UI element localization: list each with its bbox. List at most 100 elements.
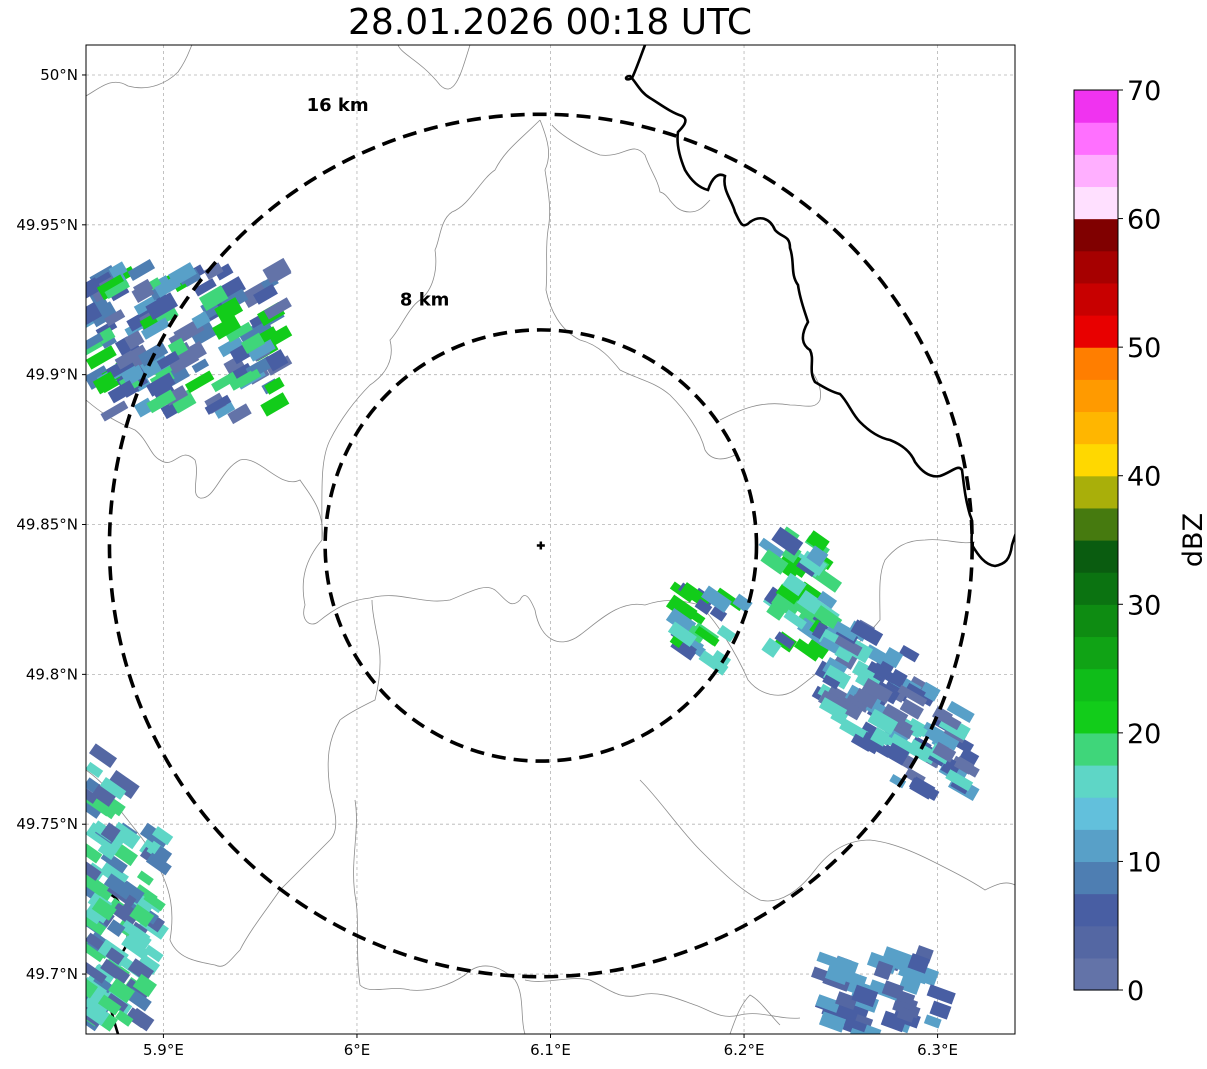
echo-bin bbox=[867, 661, 898, 684]
echo-bin bbox=[870, 727, 890, 747]
echo-bin bbox=[86, 858, 102, 885]
echo-bin bbox=[91, 897, 117, 921]
echo-bin bbox=[86, 872, 106, 896]
echo-bin bbox=[899, 698, 924, 720]
radar-echoes bbox=[86, 257, 980, 1034]
echo-bin bbox=[211, 371, 238, 393]
colorbar-tick-label: 10 bbox=[1127, 847, 1161, 878]
range-ring bbox=[323, 328, 759, 763]
echo-bin bbox=[151, 826, 174, 846]
echo-bin bbox=[168, 326, 194, 347]
colorbar-bin bbox=[1074, 475, 1118, 509]
echo-bin bbox=[146, 372, 176, 397]
echo-bin bbox=[678, 640, 698, 658]
echo-bin bbox=[86, 761, 104, 778]
echo-bin bbox=[99, 777, 127, 800]
echo-cluster-southeast bbox=[811, 619, 980, 802]
echo-bin bbox=[105, 947, 125, 966]
colorbar-bin bbox=[1074, 154, 1118, 188]
echo-bin bbox=[694, 626, 720, 647]
echo-bin bbox=[247, 339, 276, 362]
y-tick-label: 49.85°N bbox=[16, 516, 78, 534]
colorbar-tick-label: 0 bbox=[1127, 976, 1144, 1007]
colorbar-bin bbox=[1074, 893, 1118, 927]
echo-bin bbox=[108, 261, 128, 279]
echo-bin bbox=[143, 944, 164, 963]
echo-bin bbox=[771, 526, 804, 556]
echo-bin bbox=[834, 634, 863, 657]
echo-bin bbox=[143, 892, 166, 912]
echo-bin bbox=[184, 370, 215, 394]
echo-bin bbox=[923, 1014, 942, 1029]
echo-bin bbox=[86, 976, 98, 999]
echo-bin bbox=[133, 295, 159, 316]
echo-bin bbox=[262, 257, 292, 284]
echo-bin bbox=[146, 389, 177, 414]
echo-bin bbox=[897, 684, 928, 707]
echo-bin bbox=[834, 955, 859, 975]
echo-bin bbox=[833, 621, 859, 642]
colorbar-bin bbox=[1074, 507, 1118, 541]
echo-bin bbox=[823, 664, 852, 690]
echo-bin bbox=[716, 624, 736, 643]
echo-bin bbox=[86, 913, 107, 936]
echo-bin bbox=[783, 609, 807, 630]
y-tick-label: 49.75°N bbox=[16, 815, 78, 833]
map-gridlines bbox=[86, 45, 1015, 1034]
echo-bin bbox=[127, 259, 156, 281]
echo-bin bbox=[115, 1010, 134, 1027]
echo-bin bbox=[818, 1011, 847, 1033]
colorbar-bin bbox=[1074, 700, 1118, 734]
echo-bin bbox=[153, 845, 173, 865]
echo-bin bbox=[214, 297, 244, 323]
colorbar-bin bbox=[1074, 90, 1118, 123]
echo-bin bbox=[105, 993, 129, 1013]
colorbar-tick-label: 70 bbox=[1127, 76, 1161, 107]
echo-bin bbox=[86, 960, 107, 984]
echo-bin bbox=[86, 787, 98, 804]
colorbar-bin bbox=[1074, 250, 1118, 284]
echo-bin bbox=[116, 902, 141, 926]
echo-bin bbox=[127, 958, 155, 983]
echo-bin bbox=[181, 268, 202, 287]
colorbar-bin bbox=[1074, 732, 1118, 766]
echo-bin bbox=[774, 631, 795, 650]
echo-bin bbox=[932, 741, 957, 763]
echo-bin bbox=[189, 321, 217, 346]
echo-bin bbox=[929, 1000, 952, 1020]
echo-bin bbox=[253, 283, 278, 305]
echo-bin bbox=[946, 700, 975, 724]
map-title: 28.01.2026 00:18 UTC bbox=[347, 2, 753, 43]
colorbar-bin bbox=[1074, 218, 1118, 252]
echo-bin bbox=[686, 625, 707, 644]
colorbar-bin bbox=[1074, 861, 1118, 895]
echo-bin bbox=[766, 602, 786, 621]
echo-bin bbox=[813, 605, 843, 631]
colorbar-bin bbox=[1074, 186, 1118, 220]
colorbar-bin bbox=[1074, 122, 1118, 155]
radar-site-marker bbox=[536, 541, 545, 550]
colorbar-tick-label: 20 bbox=[1127, 719, 1161, 750]
colorbar-label: dBZ bbox=[1178, 513, 1207, 567]
colorbar-frame bbox=[1073, 89, 1119, 991]
echo-bin bbox=[850, 733, 874, 752]
echo-bin bbox=[191, 311, 211, 329]
echo-bin bbox=[782, 572, 807, 597]
echo-bin bbox=[168, 349, 200, 375]
colorbar-tick-label: 40 bbox=[1127, 462, 1161, 493]
echo-bin bbox=[881, 647, 904, 669]
echo-bin bbox=[953, 756, 975, 775]
echo-bin bbox=[835, 991, 858, 1010]
echo-bin bbox=[709, 605, 728, 622]
colorbar-tick-label: 30 bbox=[1127, 590, 1161, 621]
echo-bin bbox=[225, 321, 253, 343]
echo-bin bbox=[104, 279, 130, 300]
range-ring-label: 16 km bbox=[307, 95, 369, 116]
echo-bin bbox=[124, 330, 145, 350]
colorbar-tick-label: 60 bbox=[1127, 205, 1161, 236]
echo-bin bbox=[240, 332, 266, 354]
echo-bin bbox=[260, 392, 290, 417]
echo-bin bbox=[841, 699, 864, 721]
echo-bin bbox=[88, 301, 118, 328]
